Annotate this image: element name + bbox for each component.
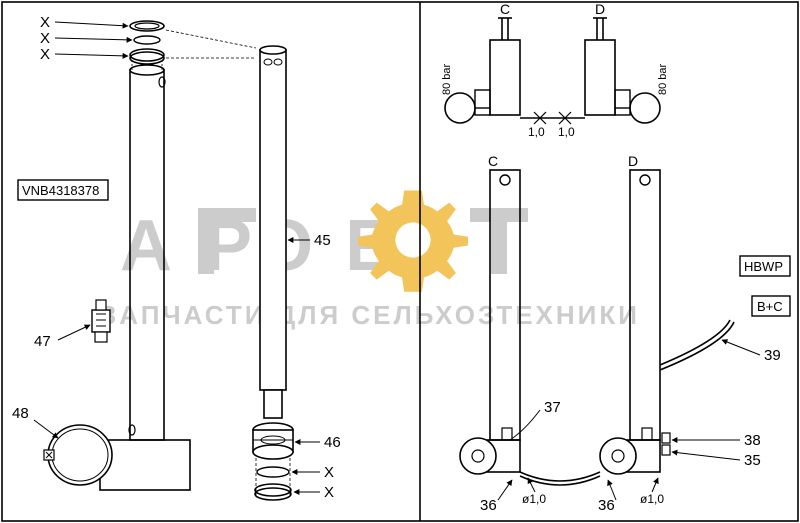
- label-x5: X: [324, 484, 334, 501]
- label-gap-left: 1,0: [528, 125, 545, 139]
- label-x3: X: [40, 46, 50, 63]
- accumulator-48: [44, 425, 112, 485]
- callout-36b: 36: [598, 497, 615, 514]
- callout-48: 48: [12, 405, 29, 422]
- label-topD: D: [595, 1, 605, 17]
- label-dia-right: ø1,0: [640, 492, 664, 506]
- callout-39: 39: [764, 347, 781, 364]
- label-hbwp: HBWP: [744, 259, 783, 274]
- technical-drawing: X X X VNB4318378 47 48 45: [0, 0, 800, 523]
- label-bc: B+C: [757, 299, 783, 314]
- label-bar-left: 80 bar: [441, 63, 453, 95]
- callout-38: 38: [744, 432, 761, 449]
- top-cyl-C: [445, 18, 520, 123]
- callout-35: 35: [744, 452, 761, 469]
- label-schemD: D: [628, 153, 638, 169]
- callout-37: 37: [544, 399, 561, 416]
- label-bar-right: 80 bar: [657, 63, 669, 95]
- label-topC: C: [500, 1, 510, 17]
- label-schemC: C: [488, 153, 498, 169]
- label-gap-right: 1,0: [558, 125, 575, 139]
- label-x2: X: [40, 30, 50, 47]
- callout-46: 46: [324, 434, 341, 451]
- gland-46: [253, 423, 293, 459]
- label-x4: X: [324, 464, 334, 481]
- part-number: VNB4318378: [22, 183, 99, 198]
- label-dia-left: ø1,0: [522, 492, 546, 506]
- callout-36a: 36: [480, 497, 497, 514]
- top-cyl-D: [585, 18, 660, 123]
- valve-47: [92, 300, 110, 342]
- callout-45: 45: [314, 232, 331, 249]
- label-x1: X: [40, 14, 50, 31]
- callout-47: 47: [34, 333, 51, 350]
